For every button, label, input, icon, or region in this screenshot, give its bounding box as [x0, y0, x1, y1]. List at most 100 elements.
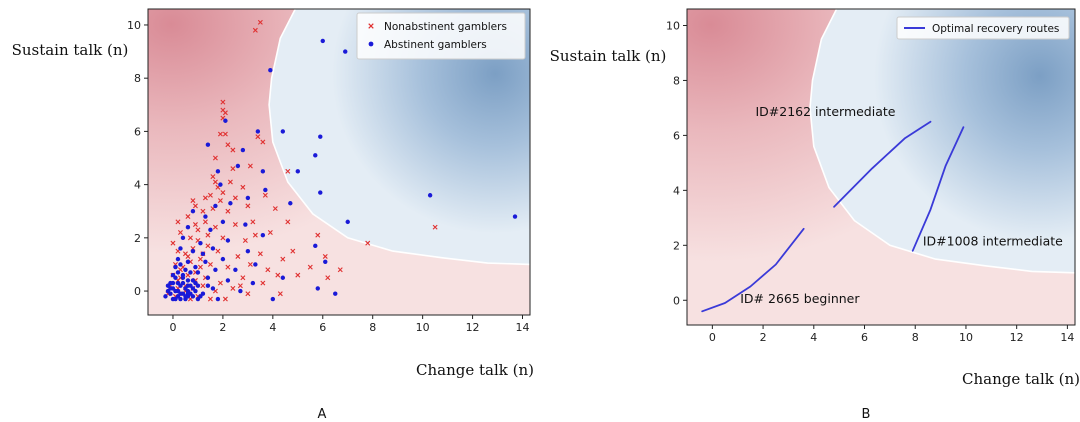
nonabstinent-point [262, 192, 268, 198]
abstinent-point [238, 288, 243, 294]
abstinent-point [190, 209, 196, 214]
nonabstinent-point [237, 283, 243, 289]
nonabstinent-point [207, 261, 213, 267]
abstinent-point [280, 275, 286, 280]
abstinent-point [223, 118, 228, 123]
y-axis-label: Sustain talk (n) [550, 47, 667, 65]
abstinent-point [193, 264, 198, 270]
abstinent-point [173, 275, 178, 280]
nonabstinent-point [227, 179, 233, 185]
nonabstinent-point [220, 99, 226, 105]
recovery-route-line [911, 126, 965, 252]
nonabstinent-point [230, 285, 236, 291]
y-tick-label: 2 [673, 239, 680, 252]
y-tick-label: 10 [666, 19, 680, 32]
abstinent-point [220, 219, 226, 225]
abstinent-point [185, 288, 191, 294]
nonabstinent-point [205, 243, 211, 249]
nonabstinent-point [232, 222, 238, 228]
decision-surface [148, 9, 530, 315]
nonabstinent-point [240, 184, 246, 190]
x-tick-label: 14 [516, 321, 530, 334]
nonabstinent-point [365, 240, 371, 246]
abstinent-point [185, 278, 191, 283]
y-tick-label: 0 [134, 285, 141, 298]
abstinent-point [218, 182, 223, 187]
nonabstinent-point [235, 253, 241, 259]
x-axis-label: Change talk (n) [416, 361, 534, 379]
plot-frame [686, 8, 1076, 326]
nonabstinent-point [187, 235, 193, 241]
abstinent-point [233, 267, 238, 272]
abstinent-point [185, 224, 191, 230]
nonabstinent-point [220, 235, 226, 241]
x-tick-label: 12 [1010, 331, 1024, 344]
nonabstinent-point [315, 232, 321, 238]
y-tick-label: 8 [134, 72, 141, 85]
nonabstinent-point [222, 296, 228, 302]
nonabstinent-point [192, 203, 198, 209]
abstinent-point [180, 272, 186, 278]
nonabstinent-point [205, 232, 211, 238]
plot-frame [147, 8, 531, 316]
nonabstinent-point [200, 283, 206, 289]
abstinent-point [323, 259, 328, 264]
abstinent-point [193, 280, 198, 286]
nonabstinent-point [197, 256, 203, 262]
abstinent-point [205, 275, 211, 280]
decision-boundary [268, 9, 530, 266]
x-tick-label: 0 [169, 321, 176, 334]
abstinent-point [178, 291, 183, 296]
nonabstinent-point [195, 227, 201, 233]
abstinent-point [183, 294, 188, 299]
nonabstinent-point [212, 179, 218, 185]
y-tick-label: 0 [673, 294, 680, 307]
nonabstinent-point [245, 291, 251, 297]
nonabstinent-point [252, 232, 258, 238]
abstinent-point [190, 248, 196, 254]
abstinent-point [175, 270, 181, 275]
nonabstinent-point [242, 238, 248, 243]
abstinent-point [213, 267, 218, 272]
y-tick-label: 6 [134, 125, 141, 138]
abstinent-point [180, 280, 186, 286]
abstinent-point [183, 267, 188, 272]
abstinent-point [263, 187, 268, 193]
x-tick-label: 4 [810, 331, 817, 344]
abstinent-point [427, 193, 433, 198]
nonabstinent-point [230, 147, 236, 153]
abstinent-point [178, 262, 183, 267]
abstinent-point [215, 296, 221, 302]
nonabstinent-point [277, 291, 283, 297]
nonabstinent-point [257, 251, 263, 257]
legend: Nonabstinent gamblers Abstinent gamblers [356, 12, 526, 60]
data-layer [701, 120, 965, 313]
abstinent-point [512, 214, 518, 219]
nonabstinent-point [215, 248, 221, 254]
abstinent-point [235, 163, 241, 169]
legend-label: Nonabstinent gamblers [384, 21, 507, 33]
nonabstinent-point [202, 219, 208, 225]
x-tick-label: 10 [416, 321, 430, 334]
nonabstinent-point [220, 190, 226, 196]
abstinent-point [320, 38, 325, 44]
nonabstinent-point [177, 230, 183, 236]
x-tick-label: 12 [466, 321, 480, 334]
nonabstinent-point [250, 219, 256, 225]
legend-box [356, 12, 526, 60]
x-tick-label: 10 [959, 331, 973, 344]
route-annotation: ID#1008 intermediate [923, 233, 1063, 248]
x-tick-label: 6 [861, 331, 868, 344]
nonabstinent-point [212, 224, 218, 230]
abstinent-point [178, 246, 183, 251]
abstinent-point [205, 283, 211, 288]
data-layer [163, 19, 518, 302]
nonabstinent-point [245, 203, 251, 209]
nonabstinent-point [337, 267, 343, 273]
nonabstinent-point [230, 166, 236, 172]
nonabstinent-point [225, 264, 231, 270]
abstinent-point [245, 195, 251, 201]
abstinent-point [180, 235, 186, 241]
